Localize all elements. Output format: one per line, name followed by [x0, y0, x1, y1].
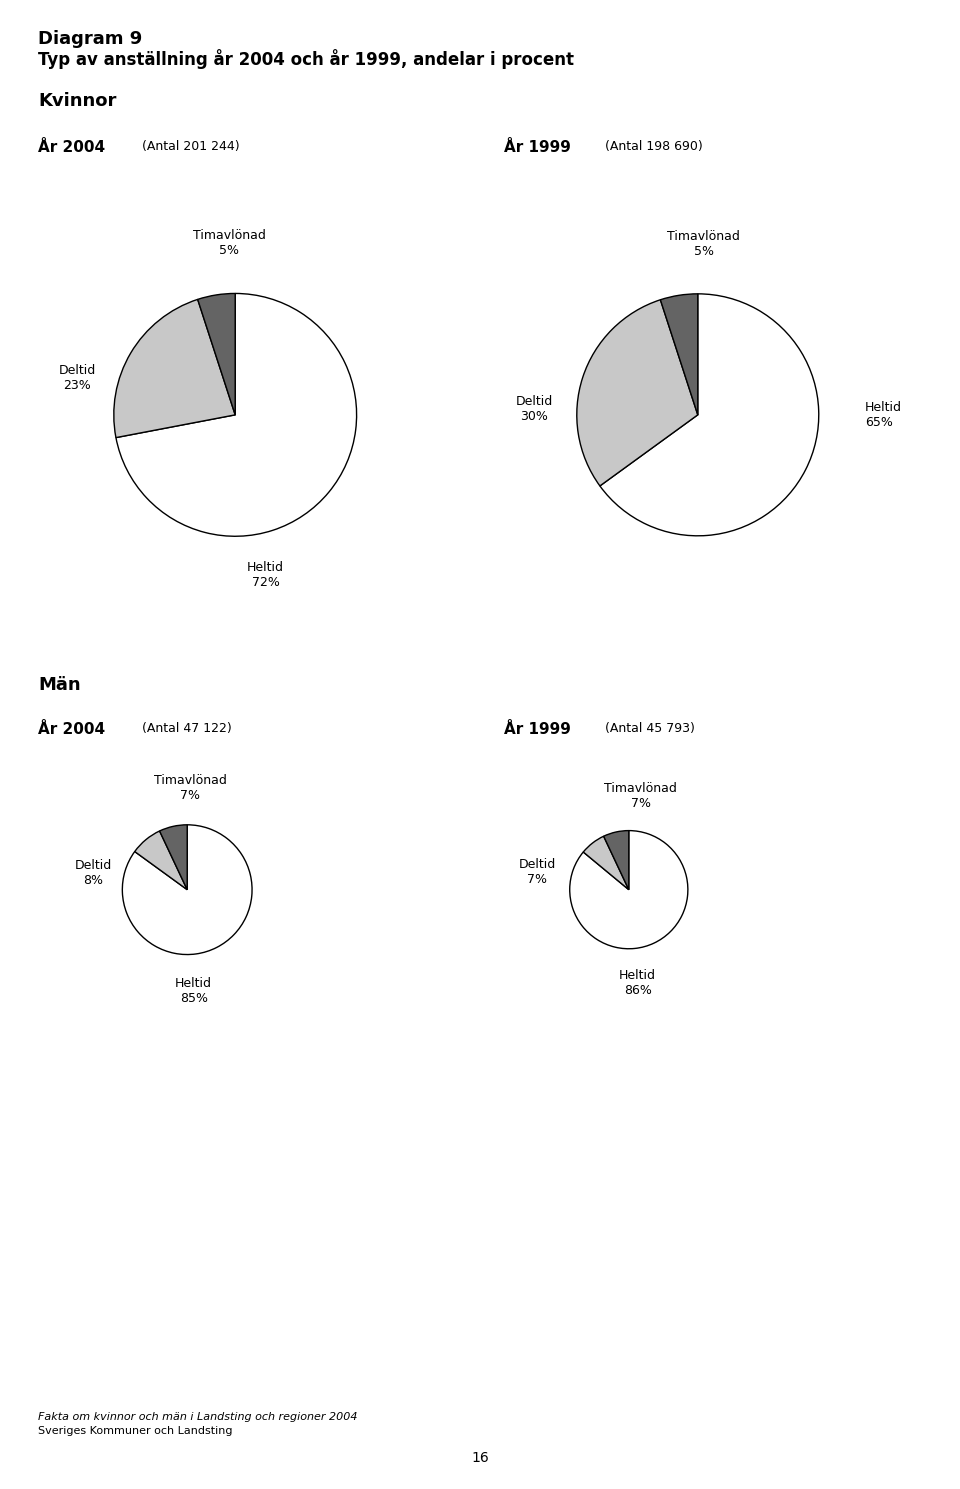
Text: Heltid
85%: Heltid 85%: [175, 977, 212, 1005]
Wedge shape: [660, 293, 698, 415]
Wedge shape: [159, 825, 187, 889]
Text: Deltid
8%: Deltid 8%: [75, 859, 111, 887]
Text: Timavlönad
5%: Timavlönad 5%: [193, 229, 266, 258]
Text: Fakta om kvinnor och män i Landsting och regioner 2004: Fakta om kvinnor och män i Landsting och…: [38, 1412, 358, 1422]
Text: Män: Män: [38, 676, 81, 694]
Text: (Antal 47 122): (Antal 47 122): [142, 722, 231, 736]
Wedge shape: [122, 825, 252, 954]
Wedge shape: [198, 293, 235, 415]
Wedge shape: [600, 293, 819, 536]
Text: Heltid
86%: Heltid 86%: [619, 969, 657, 998]
Text: Deltid
23%: Deltid 23%: [59, 365, 96, 393]
Wedge shape: [116, 293, 356, 536]
Text: År 1999: År 1999: [504, 140, 571, 155]
Text: År 2004: År 2004: [38, 140, 106, 155]
Text: Sveriges Kommuner och Landsting: Sveriges Kommuner och Landsting: [38, 1426, 233, 1437]
Wedge shape: [577, 299, 698, 485]
Text: År 1999: År 1999: [504, 722, 571, 737]
Text: 16: 16: [471, 1452, 489, 1465]
Wedge shape: [584, 837, 629, 889]
Text: Typ av anställning år 2004 och år 1999, andelar i procent: Typ av anställning år 2004 och år 1999, …: [38, 49, 574, 68]
Text: Heltid
65%: Heltid 65%: [865, 401, 901, 429]
Text: Timavlönad
7%: Timavlönad 7%: [154, 774, 227, 803]
Text: (Antal 201 244): (Antal 201 244): [142, 140, 240, 153]
Text: (Antal 198 690): (Antal 198 690): [605, 140, 703, 153]
Wedge shape: [604, 831, 629, 889]
Text: Diagram 9: Diagram 9: [38, 30, 143, 48]
Text: (Antal 45 793): (Antal 45 793): [605, 722, 695, 736]
Wedge shape: [134, 831, 187, 889]
Text: Deltid
7%: Deltid 7%: [518, 858, 556, 886]
Text: Deltid
30%: Deltid 30%: [516, 395, 553, 423]
Text: Timavlönad
7%: Timavlönad 7%: [604, 782, 677, 810]
Text: Heltid
72%: Heltid 72%: [247, 560, 284, 588]
Text: År 2004: År 2004: [38, 722, 106, 737]
Wedge shape: [114, 299, 235, 438]
Wedge shape: [569, 831, 688, 948]
Text: Kvinnor: Kvinnor: [38, 92, 117, 110]
Text: Timavlönad
5%: Timavlönad 5%: [667, 229, 740, 258]
